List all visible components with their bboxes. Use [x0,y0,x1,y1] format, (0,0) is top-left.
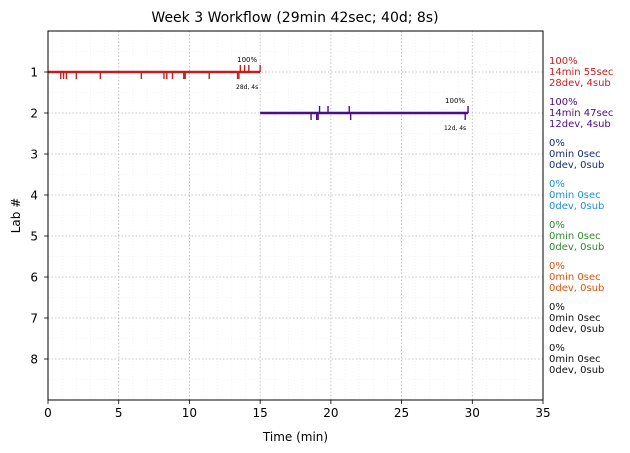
series-lab-2: 100% 12d, 4s [260,97,469,132]
summary-line: 0dev, 0sub [549,365,604,376]
summary-line: 0min 0sec [549,149,601,160]
summary-line: 0% [549,138,565,149]
summary-line: 0min 0sec [549,231,601,242]
summary-line: 0dev, 0sub [549,324,604,335]
x-tick-label: 0 [44,406,52,420]
summary-line: 0% [549,220,565,231]
summary-line: 0% [549,261,565,272]
y-axis-label: Lab # [9,198,23,234]
summary-line: 0% [549,179,565,190]
count-label: 12d, 4s [444,125,466,132]
summary-line: 28dev, 4sub [549,78,611,89]
summary-line: 0dev, 0sub [549,242,604,253]
y-axis: 1 2 3 4 5 6 7 8 [30,66,48,367]
x-axis: 0 5 10 15 20 25 30 35 [44,400,551,420]
y-tick-label: 4 [30,189,38,203]
grid [48,31,543,400]
summary-line: 0dev, 0sub [549,160,604,171]
y-tick-label: 3 [30,148,38,162]
y-tick-label: 8 [30,353,38,367]
x-axis-label: Time (min) [262,430,328,444]
summary-line: 100% [549,56,578,67]
summary-line: 0dev, 0sub [549,283,604,294]
completion-label: 100% [237,56,257,64]
summary-line: 100% [549,97,578,108]
summary-line: 14min 55sec [549,67,613,78]
x-tick-label: 10 [182,406,197,420]
count-label: 28d, 4s [236,84,258,91]
x-tick-label: 15 [253,406,268,420]
summary-line: 0% [549,343,565,354]
summary-line: 0dev, 0sub [549,201,604,212]
x-tick-label: 30 [465,406,480,420]
summary-line: 0min 0sec [549,272,601,283]
plot-frame [47,30,544,401]
y-tick-label: 1 [30,66,38,80]
x-tick-label: 20 [323,406,338,420]
y-tick-label: 2 [30,107,38,121]
x-tick-label: 5 [115,406,123,420]
summary-line: 0min 0sec [549,354,601,365]
y-tick-label: 5 [30,230,38,244]
series-lab-1: 100% 28d, 4s [48,56,261,91]
summary-line: 12dev, 4sub [549,119,611,130]
completion-label: 100% [445,97,465,105]
summary-line: 0min 0sec [549,313,601,324]
y-tick-label: 6 [30,271,38,285]
x-tick-label: 25 [394,406,409,420]
chart-title: Week 3 Workflow (29min 42sec; 40d; 8s) [151,10,438,26]
summary-line: 0min 0sec [549,190,601,201]
x-tick-label: 35 [535,406,550,420]
summary-line: 14min 47sec [549,108,613,119]
y-tick-label: 7 [30,312,38,326]
plot-area: 100% 28d, 4s 100% 12d, 4s [48,56,469,132]
summary-line: 0% [549,302,565,313]
